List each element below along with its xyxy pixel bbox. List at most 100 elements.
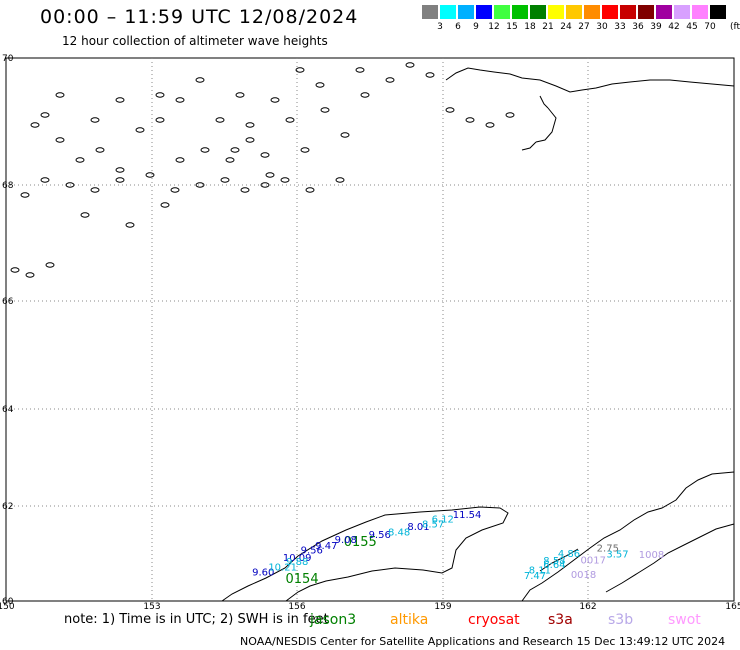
ice-contour: [300, 147, 310, 153]
legend-swatch: [656, 5, 673, 19]
lat-label: 62: [2, 502, 13, 512]
ice-contour: [25, 272, 35, 278]
coastline-segment: [539, 95, 549, 109]
ice-contour: [270, 97, 280, 103]
legend-swatch: [440, 5, 457, 19]
ice-contour: [40, 112, 50, 118]
wave-height-label: 10.21: [268, 563, 297, 574]
ice-contour: [90, 187, 100, 193]
ice-contour: [80, 212, 90, 218]
wave-height-label: 9.88: [286, 557, 308, 568]
ice-contour: [360, 92, 370, 98]
legend-swatch: [584, 5, 601, 19]
ice-contour: [355, 67, 365, 73]
satellite-altika: altika: [390, 612, 429, 628]
ice-contour: [30, 122, 40, 128]
coastline-segment: [521, 141, 537, 151]
wave-height-label: 8.58: [543, 556, 565, 567]
lon-label: 153: [143, 602, 160, 612]
ice-contour: [55, 137, 65, 143]
ice-contour: [235, 92, 245, 98]
ice-contour: [195, 77, 205, 83]
ice-contour: [10, 267, 20, 273]
coastline-segment: [605, 523, 735, 593]
wave-height-label: 1008: [639, 550, 664, 561]
footnote: note: 1) Time is in UTC; 2) SWH is in fe…: [64, 612, 329, 627]
ice-contour: [265, 172, 275, 178]
ice-contour: [65, 182, 75, 188]
satellite-jason3: jason3: [310, 612, 357, 628]
ice-contour: [240, 187, 250, 193]
wave-height-label: 7.47: [524, 571, 546, 582]
wave-height-label: 0017: [581, 555, 606, 566]
legend-label: 6: [455, 22, 461, 32]
wave-height-label: 3.57: [606, 549, 628, 560]
wave-height-label: 0018: [571, 570, 596, 581]
legend-swatch: [548, 5, 565, 19]
ice-contour: [425, 72, 435, 78]
ice-contour: [45, 262, 55, 268]
legend-label: 27: [578, 22, 590, 32]
ice-contour: [55, 92, 65, 98]
ice-contour: [40, 177, 50, 183]
ice-contour: [335, 177, 345, 183]
legend-swatch: [476, 5, 493, 19]
ice-contour: [115, 167, 125, 173]
legend-label: 42: [668, 22, 680, 32]
legend-label: 12: [488, 22, 500, 32]
legend-swatch: [674, 5, 691, 19]
legend-swatch: [458, 5, 475, 19]
wave-height-label: 0155: [344, 535, 377, 550]
legend-label: 39: [650, 22, 662, 32]
lon-label: 162: [579, 602, 596, 612]
legend-label: 70: [704, 22, 716, 32]
legend-label: 15: [506, 22, 518, 32]
coastline-segment: [445, 67, 735, 93]
legend-swatch: [602, 5, 619, 19]
legend-label: 3: [437, 22, 443, 32]
ice-contour: [405, 62, 415, 68]
wave-height-label: 11.54: [453, 510, 482, 521]
wave-height-label: 8.48: [388, 527, 410, 538]
wave-height-label: 4.86: [558, 549, 580, 560]
legend-swatch: [494, 5, 511, 19]
wave-height-label: 8.11: [529, 565, 551, 576]
ice-contour: [115, 97, 125, 103]
lon-label: 165: [725, 602, 740, 612]
wave-height-label: 9.08: [335, 535, 357, 546]
ice-contour: [465, 117, 475, 123]
satellite-s3a: s3a: [548, 612, 573, 628]
wave-height-label: 9.56: [301, 546, 323, 557]
ice-contour: [175, 97, 185, 103]
legend-label: 18: [524, 22, 536, 32]
legend-swatch: [566, 5, 583, 19]
legend-label: 30: [596, 22, 608, 32]
lat-label: 60: [2, 597, 14, 607]
lon-label: 150: [0, 602, 15, 612]
legend-swatch: [620, 5, 637, 19]
coastline: [10, 62, 735, 602]
legend-swatch: [638, 5, 655, 19]
coastline-segment: [521, 471, 735, 602]
wave-height-label: 9.60: [252, 567, 274, 578]
ice-contour: [245, 122, 255, 128]
legend-swatch: [692, 5, 709, 19]
lon-label: 156: [288, 602, 305, 612]
altimeter-tracks: 0155015411.548.019.569.089.479.5610.099.…: [252, 510, 664, 587]
ice-contour: [95, 147, 105, 153]
ice-contour: [260, 182, 270, 188]
ice-contour: [20, 192, 30, 198]
wave-height-label: 8.57: [422, 519, 444, 530]
ice-contour: [305, 187, 315, 193]
ice-contour: [195, 182, 205, 188]
ice-contour: [285, 117, 295, 123]
legend-label: 24: [560, 22, 572, 32]
lat-label: 68: [2, 181, 14, 191]
ice-contour: [315, 82, 325, 88]
legend-label: 45: [686, 22, 698, 32]
wave-height-label: 0154: [286, 572, 319, 587]
map-title: 00:00 – 11:59 UTC 12/08/2024: [40, 6, 359, 28]
ice-contour: [160, 202, 170, 208]
